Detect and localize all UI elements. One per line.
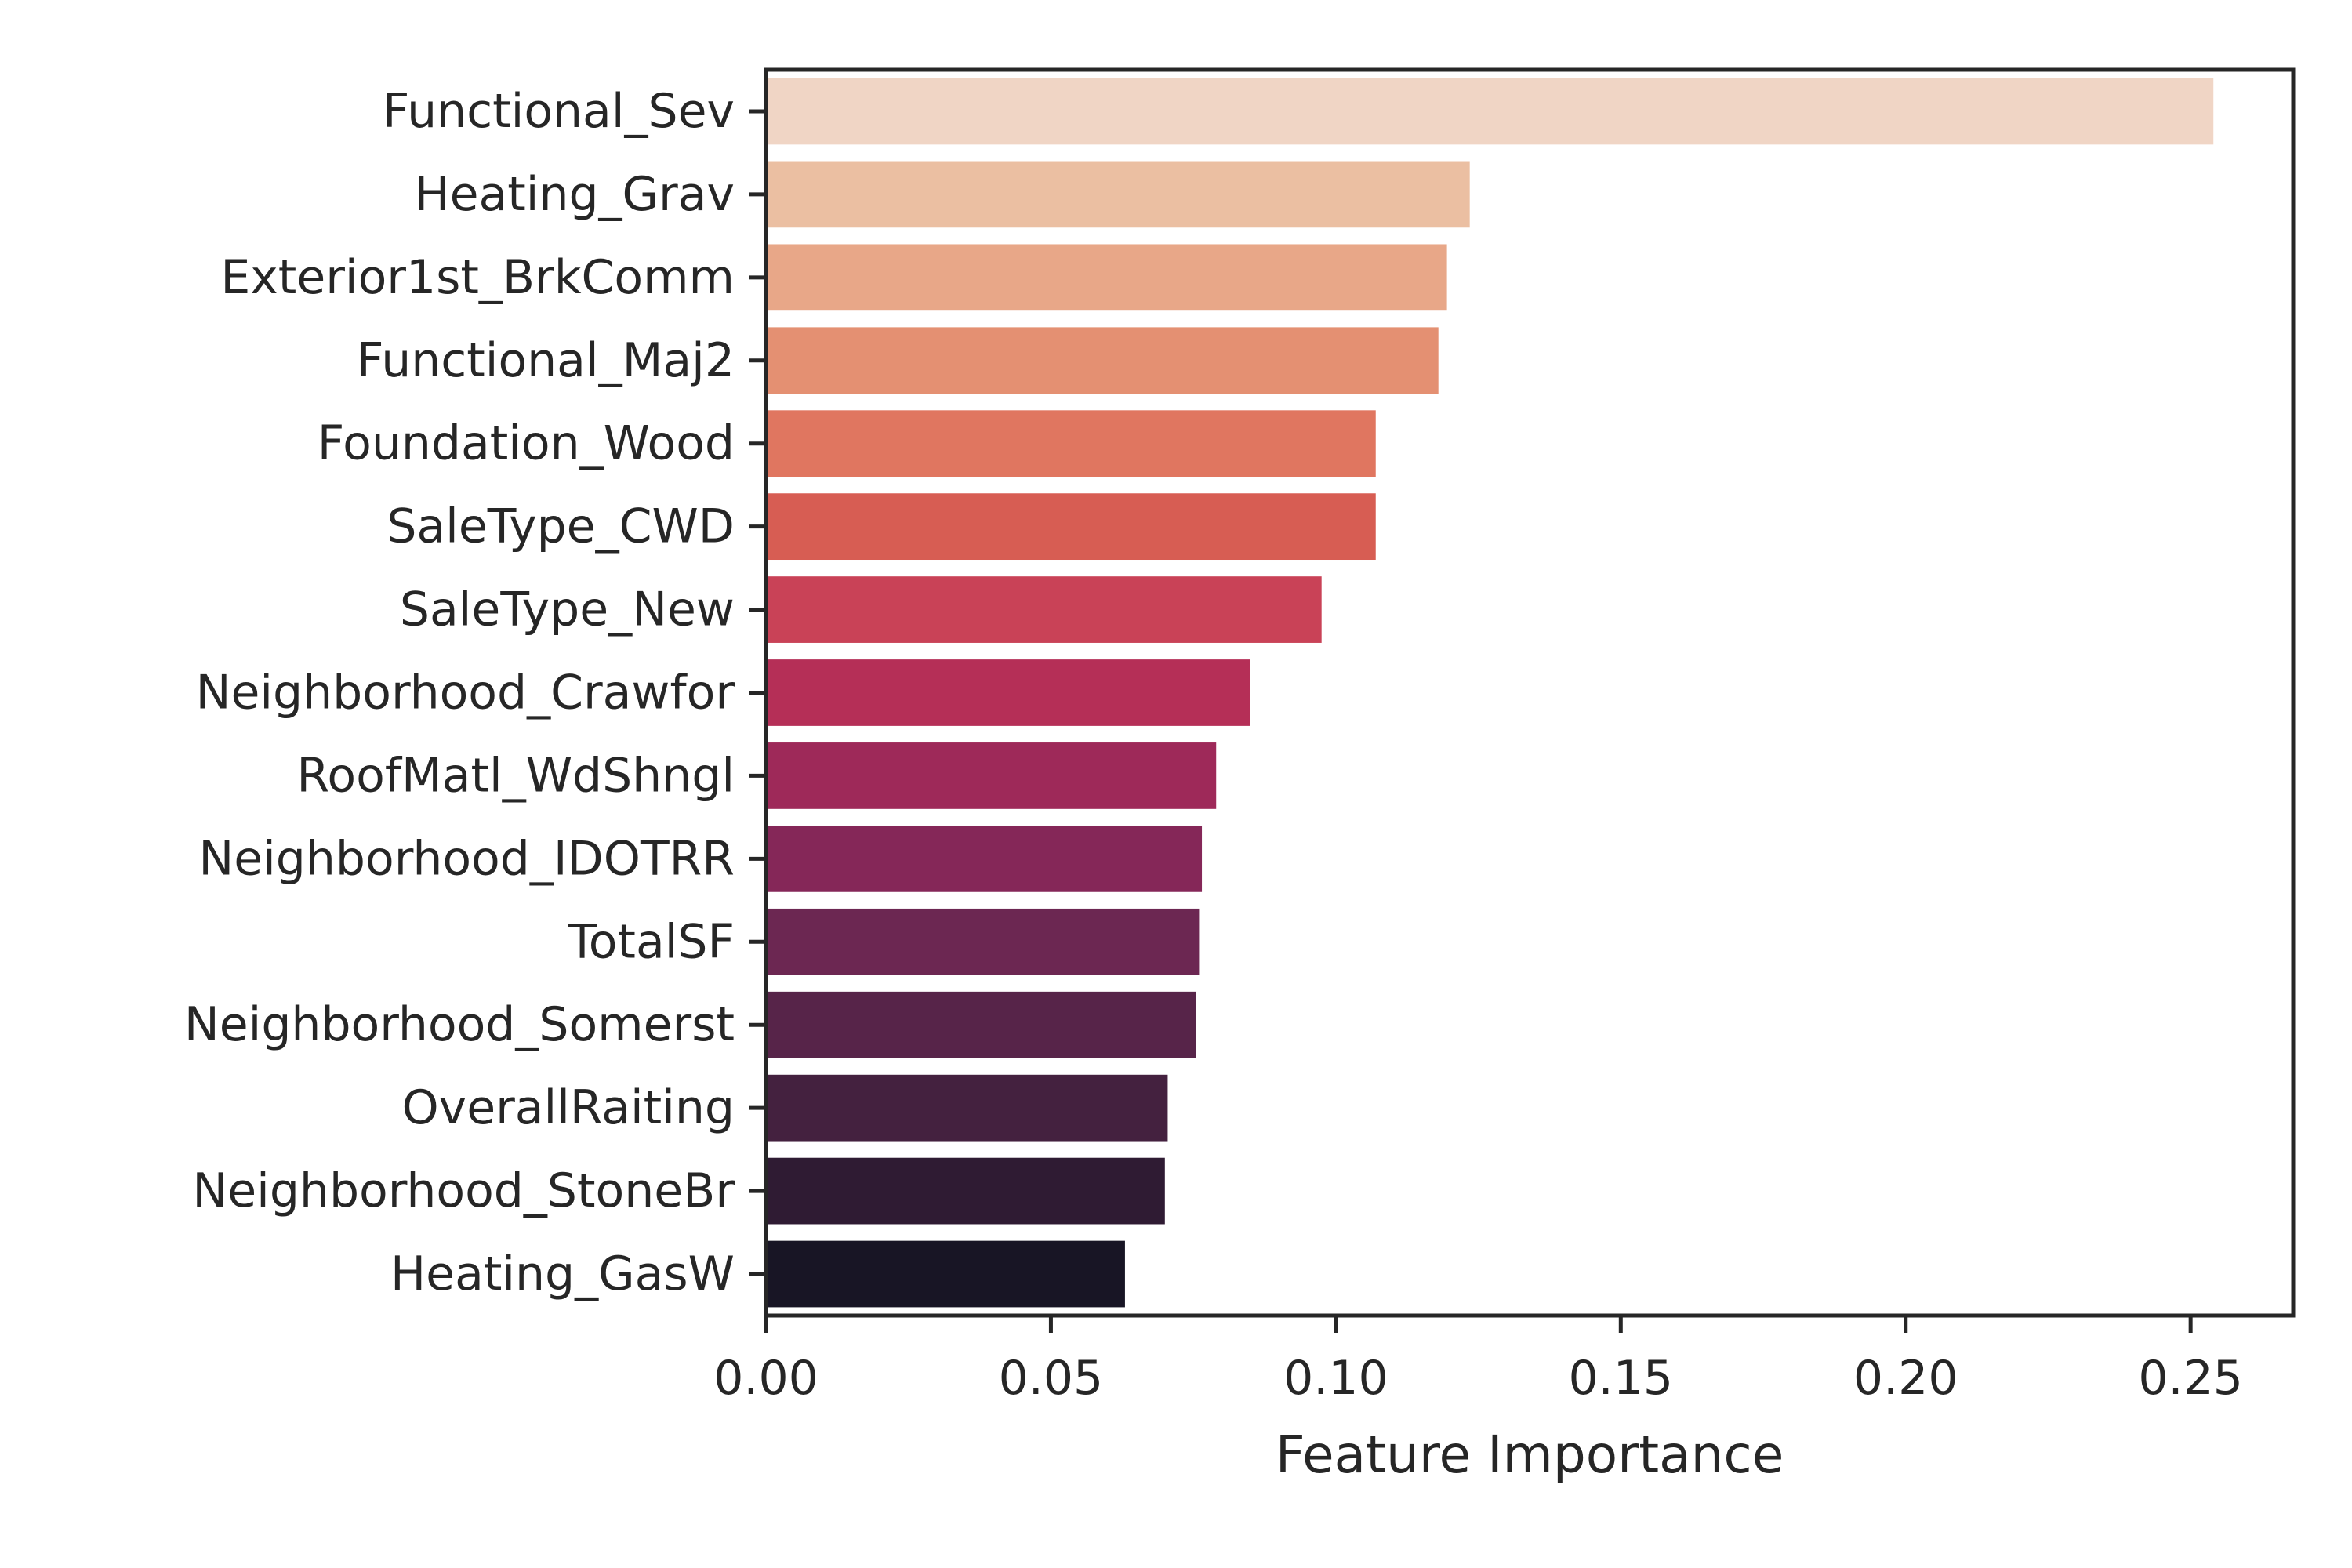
y-tick-label: RoofMatl_WdShngl [296,748,735,803]
y-tick-label: Exterior1st_BrkComm [220,250,735,305]
x-tick-label: 0.25 [2138,1351,2243,1406]
y-tick-label: Neighborhood_Somerst [184,997,735,1052]
bar-totalsf [766,908,1200,975]
bar-neighborhood-idotrr [766,825,1203,892]
y-axis: Functional_Sev Heating_Grav Exterior1st_Br… [184,84,766,1301]
y-tick-label: Foundation_Wood [318,416,735,471]
y-tick-label: Neighborhood_IDOTRR [198,831,735,886]
y-tick-label: Functional_Maj2 [357,333,735,388]
bar-heating-grav [766,161,1470,228]
y-tick-label: Heating_GasW [390,1247,735,1301]
bar-neighborhood-crawfor [766,659,1250,726]
bar-saletype-cwd [766,493,1376,561]
bar-overallraiting [766,1074,1168,1142]
bar-functional-maj2 [766,327,1439,394]
bar-saletype-new [766,576,1322,643]
y-tick-label: OverallRaiting [401,1080,735,1135]
bar-exterior1st-brkcomm [766,244,1447,311]
y-tick-label: Heating_Grav [414,167,735,222]
y-tick-label: SaleType_New [400,583,735,637]
y-tick-label: Neighborhood_StoneBr [192,1163,735,1218]
plot-frame [764,67,2296,1318]
bar-foundation-wood [766,410,1376,477]
bar-roofmatl-wdshngl [766,742,1217,809]
y-tick-label: TotalSF [567,914,735,969]
x-axis-title: Feature Importance [1276,1425,1784,1485]
bar-neighborhood-somerst [766,991,1196,1058]
x-axis: 0.00 0.05 0.10 0.15 0.20 0.25 [713,1316,2243,1406]
bar-functional-sev [766,78,2214,145]
y-tick-label: Neighborhood_Crawfor [196,666,735,720]
bar-heating-gasw [766,1240,1125,1308]
y-tick-label: Functional_Sev [383,84,735,139]
y-tick-label: SaleType_CWD [387,499,735,554]
x-tick-label: 0.05 [999,1351,1104,1406]
bar-neighborhood-stonebr [766,1157,1165,1225]
x-tick-label: 0.10 [1283,1351,1388,1406]
x-tick-label: 0.00 [713,1351,818,1406]
x-tick-label: 0.20 [1853,1351,1958,1406]
x-tick-label: 0.15 [1569,1351,1674,1406]
bars-layer [766,78,2214,1308]
